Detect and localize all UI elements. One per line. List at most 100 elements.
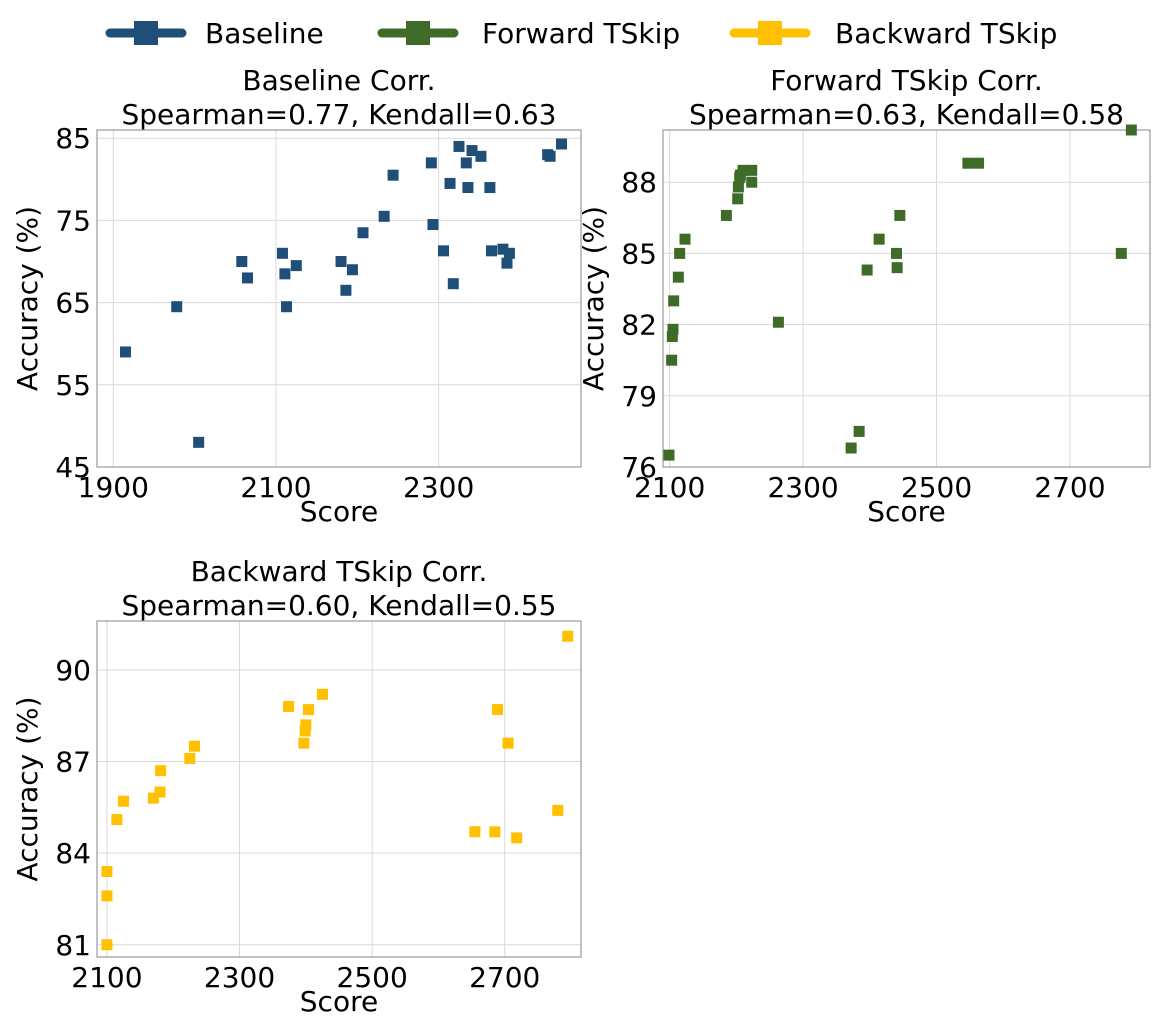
x-tick-label: 2500	[901, 471, 972, 504]
y-tick-label: 84	[55, 837, 91, 870]
data-point	[962, 157, 974, 169]
data-point	[746, 176, 758, 188]
panel-subtitle: Spearman=0.77, Kendall=0.63	[122, 98, 557, 131]
plot-frame	[96, 620, 582, 958]
legend-marker	[758, 21, 782, 45]
data-point	[853, 425, 865, 437]
x-axis-label: Score	[300, 985, 378, 1018]
data-point	[438, 245, 450, 257]
y-tick-label: 81	[55, 929, 91, 962]
data-point	[555, 138, 567, 150]
panel-subtitle: Spearman=0.63, Kendall=0.58	[689, 98, 1124, 131]
data-point	[845, 442, 857, 454]
data-point	[357, 227, 369, 239]
y-tick-label: 65	[55, 287, 91, 320]
data-point	[679, 233, 691, 245]
x-tick-label: 1900	[78, 471, 149, 504]
x-tick-label: 2700	[469, 961, 540, 994]
scatter-panel: Baseline Corr.Spearman=0.77, Kendall=0.6…	[11, 64, 582, 528]
data-point	[281, 301, 293, 313]
data-point	[666, 354, 678, 366]
data-point	[276, 247, 288, 259]
legend-label: Backward TSkip	[835, 17, 1057, 50]
y-axis-label: Accuracy (%)	[577, 206, 610, 391]
data-point	[184, 752, 196, 764]
data-point	[501, 257, 513, 269]
data-point	[303, 704, 315, 716]
data-point	[462, 182, 474, 194]
data-point	[484, 182, 496, 194]
data-point	[489, 826, 501, 838]
data-point	[300, 719, 312, 731]
data-point	[299, 725, 311, 737]
data-point	[111, 814, 123, 826]
data-point	[861, 264, 873, 276]
x-tick-label: 2500	[337, 961, 408, 994]
data-point	[873, 233, 885, 245]
scatter-panel: Forward TSkip Corr.Spearman=0.63, Kendal…	[577, 64, 1151, 528]
data-point	[1115, 247, 1127, 259]
y-tick-label: 85	[621, 237, 657, 270]
data-point	[890, 247, 902, 259]
data-point	[737, 164, 749, 176]
y-tick-label: 45	[55, 451, 91, 484]
data-point	[283, 701, 295, 713]
x-tick-label: 2700	[1034, 471, 1105, 504]
legend-label: Forward TSkip	[482, 17, 680, 50]
y-tick-label: 85	[55, 122, 91, 155]
data-point	[672, 271, 684, 283]
legend-item: Forward TSkip	[377, 17, 680, 50]
x-tick-label: 2100	[240, 471, 311, 504]
data-point	[155, 765, 167, 777]
data-point	[491, 704, 503, 716]
data-point	[171, 301, 183, 313]
data-point	[447, 278, 459, 290]
y-axis-label: Accuracy (%)	[11, 206, 44, 391]
data-point	[193, 436, 205, 448]
data-point	[502, 737, 514, 749]
data-point	[466, 145, 478, 157]
y-tick-label: 55	[55, 369, 91, 402]
data-point	[154, 786, 166, 798]
data-point	[497, 243, 509, 255]
data-point	[101, 890, 113, 902]
y-axis-label: Accuracy (%)	[11, 696, 44, 881]
x-tick-label: 2100	[634, 471, 705, 504]
data-point	[340, 284, 352, 296]
legend-label: Baseline	[205, 17, 324, 50]
x-axis-label: Score	[867, 495, 945, 528]
chart-panels: Baseline Corr.Spearman=0.77, Kendall=0.6…	[11, 64, 1151, 1018]
legend-marker	[134, 21, 158, 45]
y-tick-label: 87	[55, 746, 91, 779]
data-point	[663, 449, 675, 461]
plot-frame	[96, 129, 582, 468]
data-point	[101, 865, 113, 877]
x-tick-label: 2300	[204, 961, 275, 994]
data-point	[732, 193, 744, 205]
data-point	[236, 256, 248, 268]
y-tick-label: 82	[621, 309, 657, 342]
y-tick-label: 76	[621, 451, 657, 484]
data-point	[674, 247, 686, 259]
legend-marker	[406, 21, 430, 45]
data-point	[732, 181, 744, 193]
data-point	[425, 157, 437, 169]
data-point	[298, 737, 310, 749]
data-point	[453, 140, 465, 152]
scatter-panel: Backward TSkip Corr.Spearman=0.60, Kenda…	[11, 555, 582, 1018]
legend-item: Baseline	[105, 17, 324, 50]
data-point	[1125, 124, 1137, 136]
data-point	[279, 268, 291, 280]
panel-title: Forward TSkip Corr.	[770, 64, 1043, 97]
x-tick-label: 2100	[71, 961, 142, 994]
data-point	[101, 939, 113, 951]
data-point	[511, 832, 523, 844]
data-point	[460, 157, 472, 169]
data-point	[503, 247, 515, 259]
data-point	[316, 688, 328, 700]
y-tick-label: 88	[621, 166, 657, 199]
data-point	[562, 630, 574, 642]
data-point	[427, 219, 439, 231]
plot-frame	[662, 129, 1151, 468]
